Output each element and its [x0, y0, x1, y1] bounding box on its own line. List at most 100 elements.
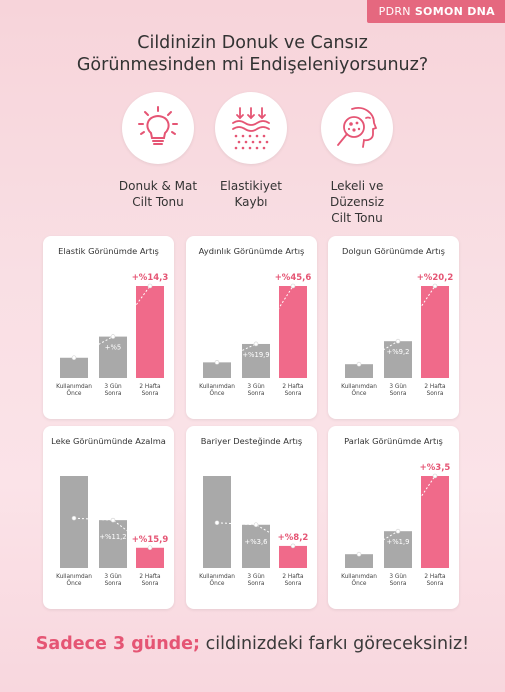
- data-label: +%19,9: [242, 351, 269, 359]
- data-label: +%45,6: [275, 273, 312, 283]
- trend-line: [216, 522, 294, 547]
- category-label-line2: Önce: [67, 580, 82, 587]
- category-label-line1: Kullanımdan: [199, 384, 235, 390]
- bar: [345, 554, 373, 568]
- trend-point: [432, 473, 438, 479]
- category-label-line1: 3 Gün: [247, 574, 265, 580]
- feature-label: Donuk & Mat Cilt Tonu: [103, 178, 213, 210]
- bar: [421, 476, 449, 568]
- bar: [203, 362, 231, 378]
- chart-title: Bariyer Desteğinde Artış: [200, 436, 303, 446]
- data-label: +%3,6: [245, 538, 268, 546]
- feature-elasticity: Elastikiyet Kaybı: [196, 92, 306, 210]
- brand-prefix: PDRN: [378, 5, 411, 18]
- trend-point: [110, 517, 116, 523]
- bar: [242, 343, 270, 378]
- chart-title: Leke Görünümünde Azalma: [51, 436, 166, 446]
- trend-point: [395, 338, 401, 344]
- trend-point: [214, 360, 220, 365]
- chart-title: Elastik Görünümde Artış: [58, 246, 159, 256]
- chart-card: Parlak Görünümde Artış +%1,9 +%3,5 Kullanı…: [328, 426, 459, 609]
- category-label-line1: 2 Hafta: [139, 574, 161, 580]
- feature-spots: Lekeli ve Düzensiz Cilt Tonu: [302, 92, 412, 226]
- bar: [136, 286, 164, 378]
- category-label-line2: Sonra: [427, 391, 444, 397]
- category-label-line1: 2 Hafta: [282, 574, 304, 580]
- category-label-line1: Kullanımdan: [341, 384, 377, 390]
- bottom-tagline: Sadece 3 günde; cildinizdeki farkı görec…: [0, 634, 505, 654]
- title-line-1: Cildinizin Donuk ve Cansız: [137, 33, 368, 53]
- bar: [242, 524, 270, 568]
- data-label: +%11,2: [99, 533, 126, 541]
- data-label: +%20,2: [417, 273, 454, 283]
- trend-point: [253, 341, 259, 347]
- lightbulb-icon: [138, 106, 178, 145]
- bar: [60, 357, 88, 378]
- data-label: +%1,9: [387, 538, 410, 546]
- feature-dull-tone: Donuk & Mat Cilt Tonu: [103, 92, 213, 210]
- category-label-line2: Sonra: [285, 581, 302, 587]
- brand-badge: PDRN SOMON DNA: [366, 0, 505, 23]
- chart-title: Dolgun Görünümde Artış: [342, 246, 445, 256]
- feature-label-line1: Elastikiyet: [219, 179, 283, 193]
- category-label-line1: 2 Hafta: [282, 384, 304, 390]
- trend-line: [73, 517, 151, 549]
- trend-point: [147, 545, 153, 551]
- category-label-line1: Kullanımdan: [199, 574, 235, 580]
- chart-card: Dolgun Görünümde Artış +%9,2 +%20,2 Kullan…: [328, 236, 459, 419]
- trend-point: [71, 355, 77, 361]
- bar: [279, 545, 307, 568]
- feature-icon-circle: [122, 92, 194, 164]
- chart-card: Elastik Görünümde Artış +%5 +%14,3 Kullanı…: [43, 236, 174, 419]
- category-label-line2: Önce: [67, 390, 82, 397]
- category-label-line2: Sonra: [248, 391, 265, 397]
- category-label-line2: Sonra: [390, 391, 407, 397]
- bar: [136, 547, 164, 568]
- data-label: +%14,3: [132, 273, 169, 283]
- trend-line: [216, 285, 294, 363]
- data-label: +%9,2: [387, 348, 410, 356]
- chart-title: Aydınlık Görünümde Artış: [198, 246, 305, 256]
- trend-point: [214, 520, 220, 526]
- trend-point: [71, 515, 77, 521]
- trend-point: [290, 543, 296, 549]
- chart-card: Leke Görünümünde Azalma +%11,2 +%15,9 Kull…: [43, 426, 174, 609]
- category-label-line2: Sonra: [142, 391, 159, 397]
- bar: [384, 531, 412, 568]
- category-label-line2: Sonra: [427, 581, 444, 587]
- tagline-highlight: Sadece 3 günde;: [35, 634, 201, 654]
- feature-label: Elastikiyet Kaybı: [196, 178, 306, 210]
- category-label-line1: 3 Gün: [389, 384, 407, 390]
- category-label-line2: Sonra: [105, 391, 122, 397]
- bar: [279, 286, 307, 378]
- trend-point: [356, 551, 362, 557]
- category-label-line2: Sonra: [142, 581, 159, 587]
- skin-layers-icon: [232, 107, 270, 150]
- bar: [384, 341, 412, 378]
- bar: [60, 476, 88, 568]
- brand-name: SOMON DNA: [414, 5, 495, 18]
- category-label-line2: Önce: [210, 390, 225, 397]
- data-label: +%5: [105, 344, 121, 352]
- bar: [345, 364, 373, 378]
- trend-point: [147, 283, 153, 289]
- category-label-line1: 2 Hafta: [139, 384, 161, 390]
- feature-icon-circle: [321, 92, 393, 164]
- category-label-line1: 3 Gün: [104, 384, 122, 390]
- category-label-line2: Sonra: [248, 581, 265, 587]
- category-label-line1: 2 Hafta: [424, 384, 446, 390]
- trend-point: [356, 361, 362, 367]
- feature-label-line2: Cilt Tonu: [132, 195, 184, 209]
- page-title: Cildinizin Donuk ve Cansız Görünmesinden…: [0, 32, 505, 76]
- trend-point: [395, 528, 401, 534]
- category-label-line1: Kullanımdan: [341, 574, 377, 580]
- trend-point: [290, 283, 296, 289]
- data-label: +%3,5: [420, 463, 451, 473]
- data-label: +%15,9: [132, 535, 169, 545]
- category-label-line2: Sonra: [105, 581, 122, 587]
